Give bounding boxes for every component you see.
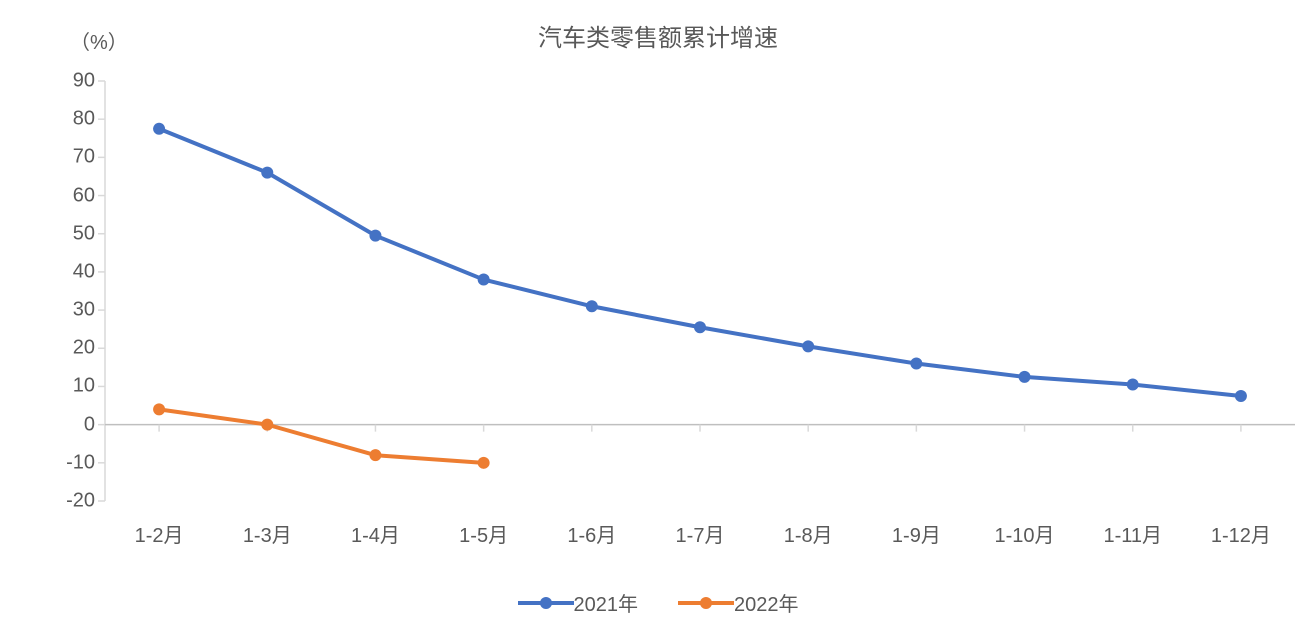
series-marker-0 (261, 167, 273, 179)
series-marker-0 (369, 230, 381, 242)
series-marker-0 (1127, 379, 1139, 391)
series-marker-0 (802, 340, 814, 352)
chart-container: （%） 汽车类零售额累计增速 -20-100102030405060708090… (0, 0, 1316, 634)
chart-svg (0, 0, 1316, 634)
series-marker-0 (910, 358, 922, 370)
series-marker-1 (153, 403, 165, 415)
series-marker-0 (694, 321, 706, 333)
series-marker-0 (478, 274, 490, 286)
series-marker-0 (1019, 371, 1031, 383)
series-line-0 (159, 129, 1241, 396)
series-marker-1 (478, 457, 490, 469)
series-marker-0 (153, 123, 165, 135)
series-marker-0 (586, 300, 598, 312)
series-marker-1 (261, 419, 273, 431)
series-marker-1 (369, 449, 381, 461)
series-marker-0 (1235, 390, 1247, 402)
series-line-1 (159, 409, 484, 462)
